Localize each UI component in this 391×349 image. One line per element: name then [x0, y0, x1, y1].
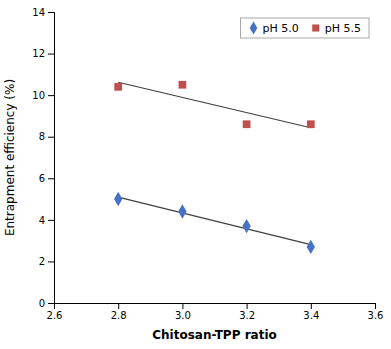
- x-tick-label: 3.4: [303, 310, 319, 321]
- y-tick-mark: [48, 54, 54, 55]
- y-tick: 6: [39, 173, 54, 184]
- y-tick: 4: [39, 215, 54, 226]
- y-tick-mark: [48, 220, 54, 221]
- y-tick: 0: [39, 298, 54, 309]
- point: [307, 120, 315, 128]
- x-axis-title: Chitosan-TPP ratio: [152, 328, 277, 342]
- y-axis-title: Entrapment efficiency (%): [3, 79, 17, 236]
- x-tick: 3.0: [175, 303, 191, 321]
- y-tick-mark: [48, 137, 54, 138]
- x-axis-line: [55, 304, 376, 310]
- x-tick-label: 3.0: [175, 310, 191, 321]
- legend-label: pH 5.5: [325, 22, 361, 35]
- marks: [114, 81, 315, 254]
- y-tick-mark: [48, 303, 54, 304]
- x-tick-mark: [311, 303, 312, 309]
- y-tick-label: 4: [39, 215, 45, 226]
- y-tick-mark: [48, 261, 54, 262]
- x-tick-mark: [118, 303, 119, 309]
- trendline: [118, 197, 311, 244]
- point: [243, 120, 251, 128]
- point: [242, 219, 250, 233]
- y-tick-label: 8: [39, 131, 45, 142]
- y-tick-label: 0: [39, 298, 45, 309]
- trendline: [118, 82, 311, 128]
- x-tick: 3.4: [303, 303, 319, 321]
- x-tick-label: 2.8: [111, 310, 127, 321]
- x-tick-mark: [375, 303, 376, 309]
- legend-marker: [312, 24, 319, 31]
- y-tick-mark: [48, 95, 54, 96]
- y-tick-label: 6: [39, 173, 45, 184]
- y-tick-label: 10: [32, 90, 45, 101]
- x-tick-mark: [247, 303, 248, 309]
- y-tick-label: 14: [32, 7, 45, 18]
- y-axis-line: [48, 13, 55, 304]
- chart-container: 2.6 2.8 3.0 3.2 3.4 3.6 0 2 4 6 8 10 12 14 Chitosan-TP…: [0, 0, 391, 349]
- y-tick: 12: [32, 48, 54, 59]
- x-tick: 3.6: [368, 303, 384, 321]
- y-tick: 2: [39, 256, 54, 267]
- x-tick-mark: [182, 303, 183, 309]
- y-tick-mark: [48, 12, 54, 13]
- y-tick: 10: [32, 90, 54, 101]
- point-series: [114, 81, 314, 128]
- point-series: [114, 192, 315, 254]
- legend-frame: [241, 18, 370, 38]
- point: [307, 240, 315, 254]
- x-tick-label: 2.6: [47, 310, 63, 321]
- x-tick-label: 3.2: [239, 310, 255, 321]
- point: [114, 83, 122, 91]
- legend: pH 5.0 pH 5.5: [241, 18, 370, 38]
- x-tick-label: 3.6: [368, 310, 384, 321]
- y-tick-mark: [48, 178, 54, 179]
- point: [114, 192, 122, 206]
- x-tick: 2.8: [111, 303, 127, 321]
- y-axis: 0 2 4 6 8 10 12 14: [32, 7, 54, 309]
- x-axis: 2.6 2.8 3.0 3.2 3.4 3.6: [47, 303, 384, 321]
- plot: 2.6 2.8 3.0 3.2 3.4 3.6 0 2 4 6 8 10 12 14 Chitosan-TP…: [3, 7, 383, 342]
- legend-marker: [250, 21, 258, 34]
- x-tick: 3.2: [239, 303, 255, 321]
- point: [178, 204, 186, 218]
- point: [179, 81, 187, 89]
- x-tick: 2.6: [47, 303, 63, 321]
- legend-label: pH 5.0: [263, 22, 299, 35]
- chart-svg: 2.6 2.8 3.0 3.2 3.4 3.6 0 2 4 6 8 10 12 14 Chitosan-TP…: [0, 0, 391, 349]
- y-tick-label: 2: [39, 256, 45, 267]
- y-tick-label: 12: [32, 48, 45, 59]
- y-tick: 8: [39, 131, 54, 142]
- y-tick: 14: [32, 7, 54, 18]
